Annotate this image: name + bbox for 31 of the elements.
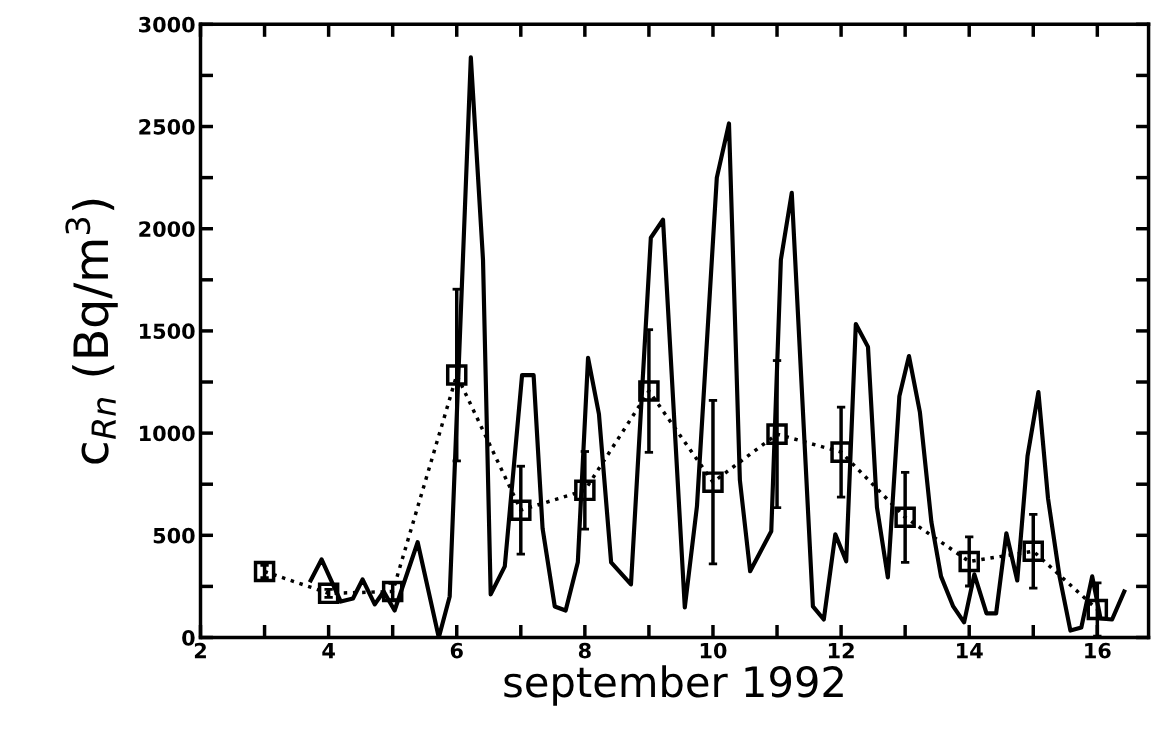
x-tick-label: 12 [828,642,854,659]
y-tick-label: 2500 [139,118,195,135]
point [381,580,404,603]
x-tick-label: 4 [322,643,335,659]
y-tick-label: 2000 [139,221,195,237]
x-tick-label: 14 [957,643,983,659]
point [510,499,532,521]
point [830,441,852,463]
x-tick-label: 16 [1085,642,1111,659]
y-tick-label: 500 [153,527,195,544]
point [702,471,724,493]
x-tick-label: 8 [578,642,591,659]
point [445,364,468,386]
y-tick-label: 3000 [139,16,195,33]
point [894,506,916,529]
x-tick-label: 6 [450,642,463,659]
y-tick-label: 1500 [140,323,195,340]
point [1086,598,1109,621]
x-axis-title: september 1992 [504,665,843,706]
x-tick-label: 10 [700,642,727,659]
point [766,423,788,445]
y-tick-label: 0 [182,629,195,646]
point [317,582,340,605]
x-tick-label: 2 [194,642,206,659]
point [253,560,276,583]
point [1022,540,1045,563]
point [958,550,980,573]
y-axis-title: c$_{Rn}$ (Bq/m$^{3}$) [65,199,118,464]
point [638,380,660,402]
y-tick-label: 1000 [140,425,195,442]
point [574,479,596,502]
